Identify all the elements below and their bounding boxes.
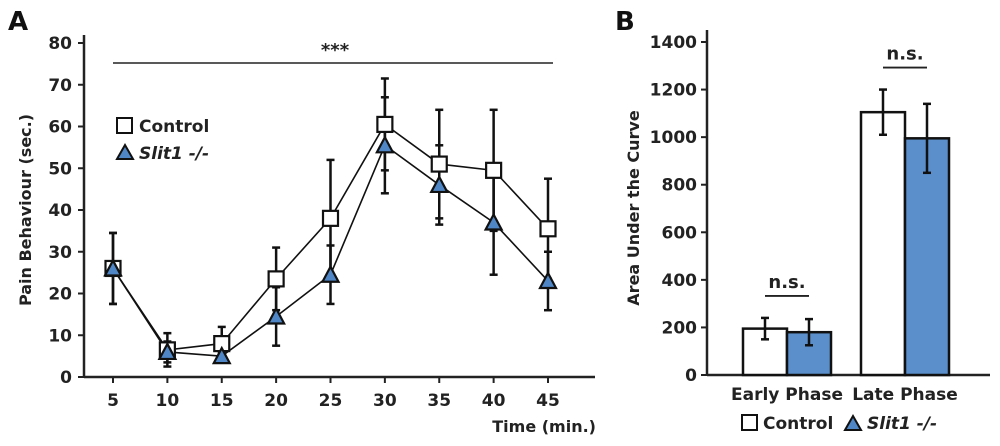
x-tick-label: 5 xyxy=(107,391,119,411)
x-category-label: Early Phase xyxy=(731,385,843,405)
panel-a-x-ticks: 5 10 15 20 25 30 35 40 45 xyxy=(107,377,560,411)
panel-b-bars xyxy=(741,110,951,377)
y-tick-label: 0 xyxy=(60,368,72,388)
y-tick-label: 400 xyxy=(662,271,698,291)
x-tick-label: 40 xyxy=(482,391,506,411)
panel-a-legend: Control Slit1 -/- xyxy=(115,117,209,164)
x-tick-label: 30 xyxy=(373,391,397,411)
y-tick-label: 1000 xyxy=(650,128,697,148)
y-tick-label: 1400 xyxy=(650,33,697,53)
y-tick-label: 70 xyxy=(48,76,72,96)
significance-label: n.s. xyxy=(768,272,805,293)
x-tick-label: 25 xyxy=(319,391,343,411)
data-point-slit1 xyxy=(266,306,286,325)
bar-slit1 xyxy=(903,137,951,377)
data-point-control xyxy=(485,161,503,179)
panel-a-axes xyxy=(82,35,595,379)
y-tick-label: 10 xyxy=(48,326,72,346)
y-tick-label: 200 xyxy=(662,318,698,338)
bar-control xyxy=(859,110,907,377)
panel-b-legend: Control Slit1 -/- xyxy=(741,413,937,434)
panel-b-error-bars xyxy=(761,88,931,347)
y-tick-label: 60 xyxy=(48,118,72,138)
y-tick-label: 40 xyxy=(48,201,72,221)
x-tick-label: 15 xyxy=(210,391,234,411)
x-tick-label: 20 xyxy=(264,391,288,411)
legend-square-icon xyxy=(116,117,133,134)
data-point-control xyxy=(267,270,285,288)
y-tick-label: 800 xyxy=(662,176,698,196)
x-tick-label: 35 xyxy=(427,391,451,411)
panel-a-significance: *** xyxy=(113,40,553,64)
y-tick-label: 80 xyxy=(48,34,72,54)
data-point-control xyxy=(539,220,557,238)
legend-label-slit1: Slit1 -/- xyxy=(867,414,937,434)
y-tick-label: 20 xyxy=(48,285,72,305)
panel-b-y-ticks: 0 200 400 600 800 1000 1200 1400 xyxy=(650,33,707,386)
significance-stars: *** xyxy=(321,40,350,61)
panel-a-y-axis-title: Pain Behaviour (sec.) xyxy=(16,114,35,306)
panel-b-annotations: n.s. n.s. xyxy=(765,44,927,297)
y-tick-label: 600 xyxy=(662,223,698,243)
data-point-control xyxy=(376,115,394,134)
x-tick-label: 45 xyxy=(536,391,560,411)
y-tick-label: 1200 xyxy=(650,81,697,101)
legend-label-control: Control xyxy=(139,117,209,137)
significance-label: n.s. xyxy=(886,44,923,65)
data-point-slit1 xyxy=(211,345,232,365)
data-point-slit1 xyxy=(103,258,123,277)
data-point-control xyxy=(321,209,340,227)
y-tick-label: 50 xyxy=(48,159,72,179)
panel-b-y-axis-title: Area Under the Curve xyxy=(624,110,643,306)
panel-a-markers xyxy=(103,115,558,365)
data-point-slit1 xyxy=(157,341,178,361)
panel-label-a: A xyxy=(8,7,28,37)
y-tick-label: 0 xyxy=(685,366,697,386)
panel-b-x-ticks: Early Phase Late Phase xyxy=(731,385,958,405)
panel-b-bar-chart: 0 200 400 600 800 1000 1200 1400 Early Phase Lat… xyxy=(624,30,990,434)
legend-label-control: Control xyxy=(763,414,833,434)
data-point-slit1 xyxy=(429,174,450,194)
x-category-label: Late Phase xyxy=(852,385,958,405)
legend-label-slit1: Slit1 -/- xyxy=(139,144,209,164)
data-point-slit1 xyxy=(483,212,504,231)
y-tick-label: 30 xyxy=(48,243,72,263)
data-point-slit1 xyxy=(538,270,558,290)
data-point-slit1 xyxy=(375,134,395,154)
panel-a-x-axis-title: Time (min.) xyxy=(492,417,596,436)
legend-triangle-icon xyxy=(115,142,135,160)
panel-a-y-ticks: 0 10 20 30 40 50 60 70 80 xyxy=(48,34,84,388)
data-point-slit1 xyxy=(320,264,341,283)
panel-a-line-chart: 0 10 20 30 40 50 60 70 80 5 10 15 20 25 30 35 40 45 Pain… xyxy=(16,34,596,436)
x-tick-label: 10 xyxy=(156,391,180,411)
legend-square-icon xyxy=(741,414,758,431)
data-point-control xyxy=(430,155,448,173)
legend-triangle-icon xyxy=(843,413,863,431)
panel-label-b: B xyxy=(615,7,635,37)
